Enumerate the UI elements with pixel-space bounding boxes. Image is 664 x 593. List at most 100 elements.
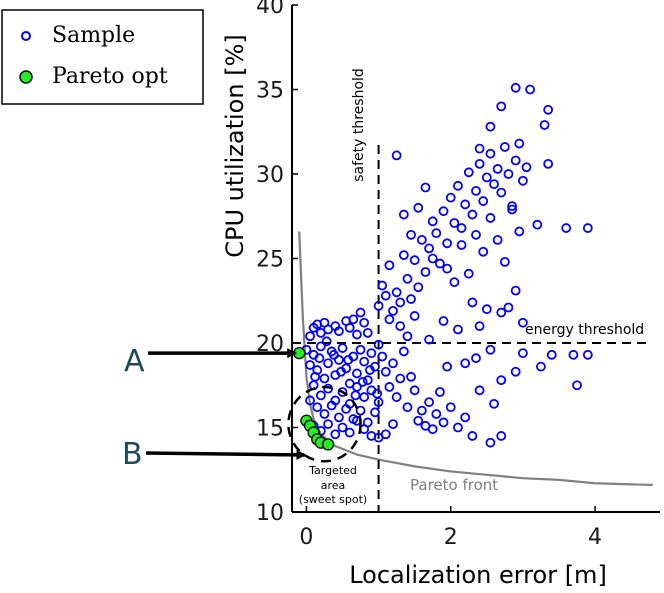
sample-point — [453, 324, 463, 335]
sample-point — [388, 419, 398, 430]
sample-point — [539, 120, 550, 130]
sample-point — [496, 375, 507, 386]
sample-point — [485, 437, 496, 448]
sample-point — [521, 162, 532, 173]
sample-point — [532, 219, 543, 230]
sample-point — [380, 366, 391, 377]
sample-point — [478, 246, 489, 257]
legend-sample-label: Sample — [52, 23, 135, 48]
sample-point — [514, 226, 525, 237]
y-tick-label: 25 — [256, 248, 284, 273]
sample-point — [543, 158, 554, 169]
sample-point — [485, 121, 496, 132]
legend-box — [1, 9, 204, 105]
callout-b-label: B — [122, 437, 143, 472]
sample-point — [496, 187, 507, 198]
sample-point — [323, 383, 333, 394]
sample-point — [377, 351, 388, 362]
sample-point — [305, 395, 315, 406]
sample-point — [391, 150, 402, 161]
sample-point — [467, 431, 478, 441]
sample-point — [365, 365, 375, 375]
energy-threshold-label: energy threshold — [525, 322, 644, 338]
sample-point — [370, 407, 380, 418]
sample-point — [355, 307, 366, 318]
sample-point — [474, 385, 485, 396]
sample-point — [582, 223, 593, 233]
sample-point — [402, 402, 413, 413]
sample-point — [398, 346, 409, 357]
sample-point — [503, 302, 514, 313]
sample-point — [357, 376, 368, 387]
sample-point — [536, 361, 546, 372]
sample-point — [372, 388, 383, 399]
sample-point — [467, 209, 478, 220]
sample-point — [384, 382, 395, 392]
sample-point — [463, 268, 474, 279]
sample-point — [305, 360, 315, 370]
pareto-point — [321, 438, 335, 451]
sample-point — [449, 277, 460, 288]
sample-point — [350, 390, 361, 401]
sample-point — [442, 263, 453, 274]
sample-point — [321, 336, 332, 347]
x-tick-label: 0 — [299, 525, 313, 550]
sample-point — [507, 204, 517, 215]
sample-point — [431, 409, 442, 419]
sample-point — [489, 179, 499, 190]
sample-point — [518, 348, 528, 359]
sample-point — [315, 341, 326, 352]
sample-point — [398, 209, 409, 220]
sample-point — [323, 358, 333, 369]
sample-point — [395, 321, 406, 332]
sample-point — [344, 427, 355, 438]
sample-point — [485, 344, 496, 355]
sample-points — [301, 82, 593, 448]
y-tick-label: 35 — [256, 79, 284, 104]
sample-point — [330, 429, 341, 440]
sample-point — [337, 387, 348, 397]
sample-point — [485, 213, 496, 223]
sample-point — [471, 229, 481, 240]
sample-point — [341, 404, 352, 414]
sample-point — [510, 285, 521, 296]
sample-point — [416, 235, 427, 245]
sample-point — [343, 354, 354, 365]
sample-point — [420, 182, 431, 193]
sample-point — [499, 142, 510, 152]
y-tick-label: 15 — [256, 417, 284, 442]
sample-point — [406, 229, 416, 240]
sample-point — [467, 297, 478, 308]
y-tick-label: 40 — [256, 0, 284, 19]
sample-point — [427, 253, 438, 264]
sample-point — [334, 326, 344, 337]
sample-point — [471, 185, 481, 196]
sample-point — [352, 329, 362, 340]
sample-point — [481, 172, 492, 183]
sample-point — [420, 267, 431, 277]
sample-point — [438, 316, 449, 326]
sample-point — [384, 314, 395, 325]
sample-point — [507, 201, 517, 212]
sample-point — [496, 101, 507, 112]
target-area-label-line2: area — [321, 479, 346, 492]
sample-point — [471, 353, 481, 364]
sample-point — [492, 235, 503, 245]
sample-point — [398, 250, 409, 261]
sample-point — [442, 361, 453, 372]
legend-pareto-label: Pareto opt — [52, 64, 168, 89]
sample-point — [328, 349, 339, 360]
sample-point — [409, 255, 420, 266]
y-tick-label: 30 — [256, 163, 284, 188]
sample-point — [424, 334, 434, 345]
pareto-point — [293, 346, 306, 360]
sample-point — [582, 349, 593, 360]
sample-point — [481, 304, 492, 315]
sample-point — [572, 380, 582, 391]
sample-point — [424, 397, 434, 408]
sample-point — [499, 256, 510, 267]
sample-point — [561, 223, 572, 233]
target-area-label-line1: Targeted — [308, 464, 357, 477]
sample-point — [402, 331, 413, 342]
